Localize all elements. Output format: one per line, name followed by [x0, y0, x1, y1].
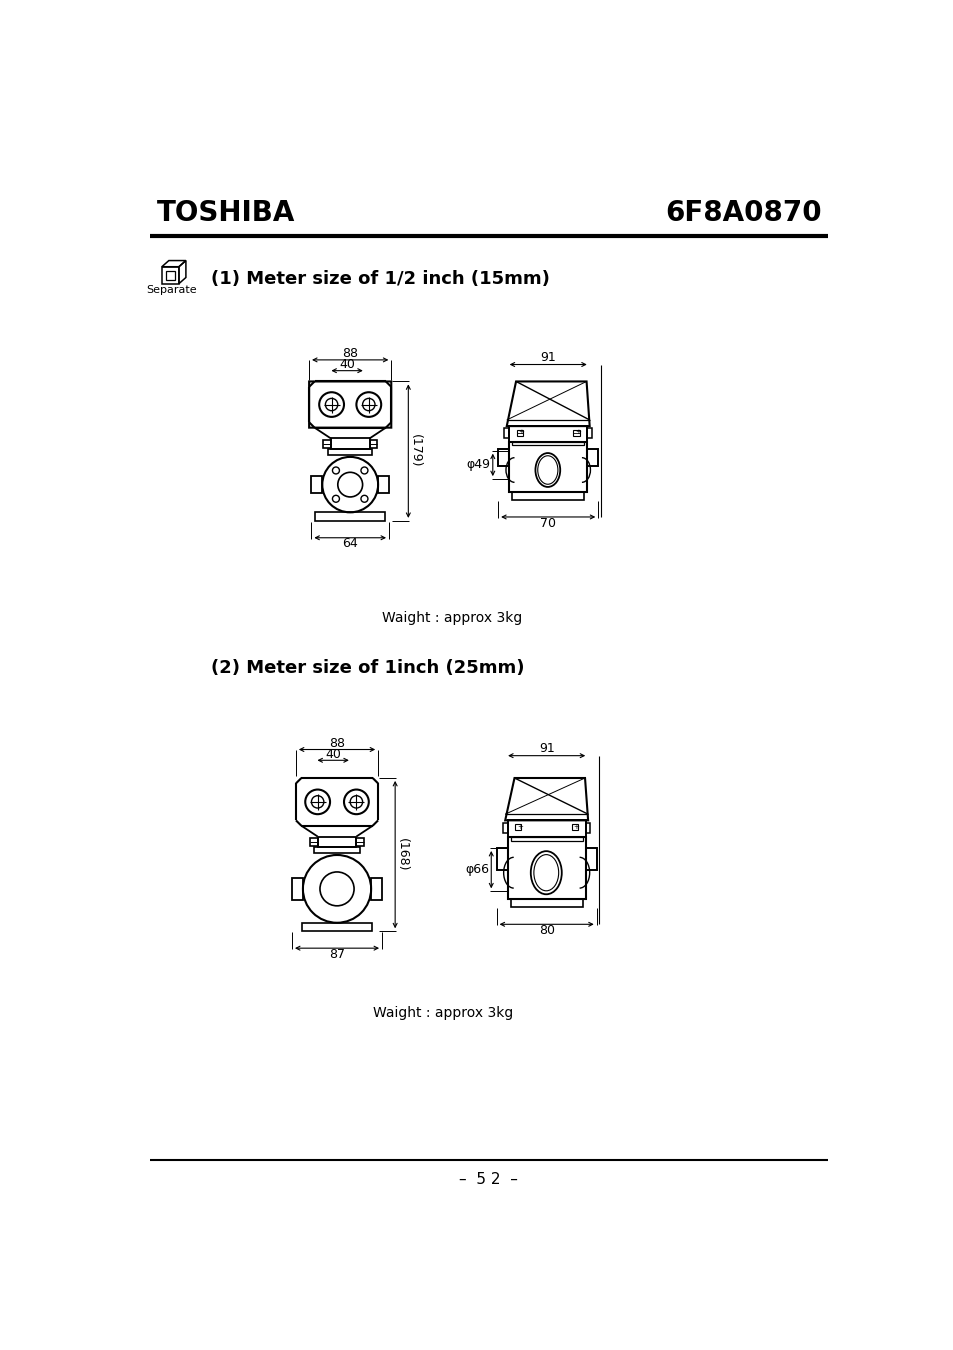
Bar [507, 837, 585, 899]
Bar [510, 899, 582, 907]
Text: 64: 64 [342, 537, 357, 551]
Text: TOSHIBA: TOSHIBA [156, 198, 294, 227]
Text: 6F8A0870: 6F8A0870 [664, 198, 821, 227]
Text: (168): (168) [395, 838, 408, 871]
Bar [587, 450, 598, 466]
Bar [497, 450, 509, 466]
Text: 40: 40 [325, 748, 341, 760]
Bar [502, 822, 507, 833]
Bar [166, 270, 174, 279]
Bar [369, 440, 377, 448]
Bar [497, 848, 507, 869]
Bar [509, 427, 587, 441]
Bar [292, 878, 303, 899]
Bar [509, 441, 587, 491]
Text: Separate: Separate [147, 285, 197, 294]
Bar [314, 848, 360, 853]
Bar [587, 428, 592, 437]
Text: φ66: φ66 [465, 863, 489, 876]
Bar [507, 821, 585, 837]
Text: (1) Meter size of 1/2 inch (15mm): (1) Meter size of 1/2 inch (15mm) [211, 270, 549, 288]
Bar [573, 429, 579, 436]
Text: 87: 87 [329, 948, 345, 961]
Text: 80: 80 [538, 923, 554, 937]
Bar [315, 513, 385, 521]
Bar [328, 450, 372, 455]
Bar [310, 838, 317, 845]
Bar [512, 491, 583, 500]
Bar [356, 838, 364, 845]
Bar [512, 441, 583, 446]
Text: Waight : approx 3kg: Waight : approx 3kg [373, 1006, 513, 1019]
Bar [371, 878, 381, 899]
Text: (179): (179) [409, 435, 421, 468]
Bar [510, 837, 582, 841]
Bar [311, 477, 322, 493]
Bar [517, 429, 522, 436]
Bar [571, 825, 578, 830]
Bar [585, 822, 590, 833]
Text: 40: 40 [339, 358, 355, 371]
Bar [585, 848, 596, 869]
Bar [504, 428, 509, 437]
Bar [162, 267, 179, 284]
Text: (2) Meter size of 1inch (25mm): (2) Meter size of 1inch (25mm) [211, 659, 523, 676]
Text: +: + [575, 428, 580, 435]
Text: 91: 91 [539, 351, 556, 364]
Bar [331, 439, 369, 450]
Text: +: + [573, 825, 578, 830]
Text: +: + [518, 428, 524, 435]
Text: φ49: φ49 [466, 459, 491, 471]
Text: –  5 2  –: – 5 2 – [459, 1172, 517, 1188]
Text: 88: 88 [342, 347, 357, 360]
Bar [317, 837, 356, 848]
Text: 70: 70 [539, 517, 556, 529]
Bar [377, 477, 389, 493]
Text: Waight : approx 3kg: Waight : approx 3kg [382, 610, 522, 625]
Bar [302, 923, 372, 932]
Text: +: + [517, 825, 522, 830]
Text: 91: 91 [538, 743, 554, 755]
Text: 88: 88 [329, 737, 345, 749]
Bar [515, 825, 521, 830]
Bar [323, 440, 331, 448]
